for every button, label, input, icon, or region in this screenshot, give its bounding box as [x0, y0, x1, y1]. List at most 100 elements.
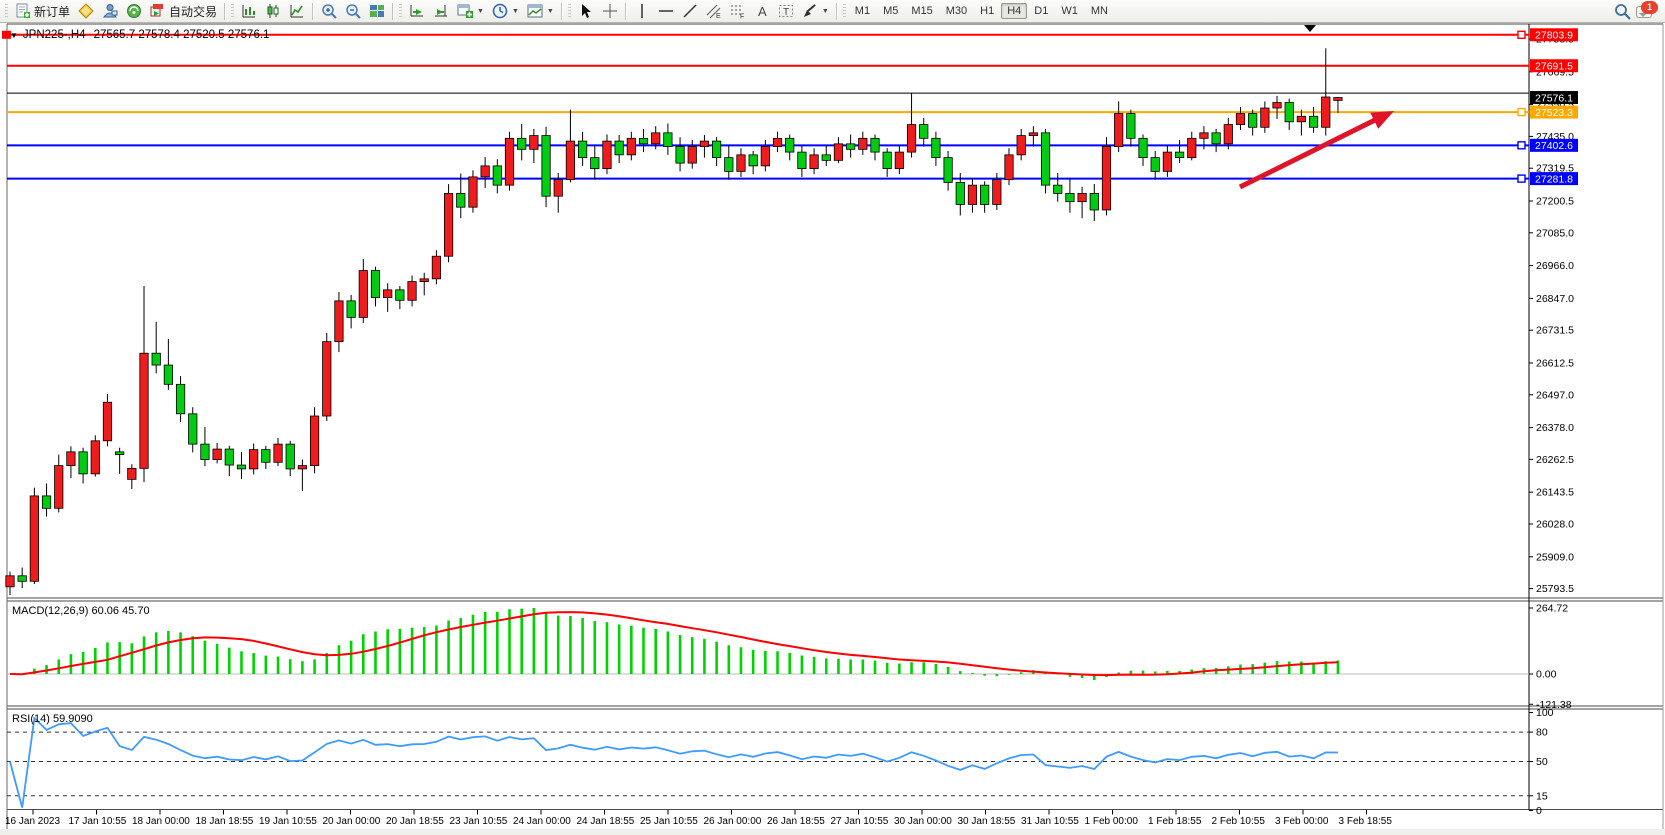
time-axis-label: 17 Jan 10:55 [69, 816, 127, 827]
time-axis-label: 25 Jan 10:55 [640, 816, 698, 827]
price-tick-label: 26731.5 [1536, 325, 1574, 337]
price-tick-label: 25793.5 [1536, 583, 1574, 595]
toolbar-grip [567, 3, 571, 19]
svg-text:100: 100 [1536, 707, 1554, 719]
signal-globe-icon [126, 3, 142, 19]
toolbar-separator [835, 2, 838, 20]
time-axis-label: 1 Feb 18:55 [1148, 816, 1202, 827]
cursor-tool-button[interactable] [574, 1, 598, 21]
svg-text:27281.8: 27281.8 [1535, 173, 1573, 185]
gold-diamond-icon [78, 3, 94, 19]
text-label-icon: T [778, 3, 794, 19]
time-axis-label: 27 Jan 10:55 [831, 816, 889, 827]
svg-text:0: 0 [1536, 805, 1542, 817]
svg-text:27803.9: 27803.9 [1535, 30, 1573, 42]
new-chart-button[interactable]: ▼ [453, 1, 488, 21]
price-tick-label: 27319.5 [1536, 163, 1574, 175]
price-tick-label: 25909.0 [1536, 551, 1574, 563]
line-chart-mode-button[interactable] [285, 1, 309, 21]
time-axis-label: 24 Jan 00:00 [513, 816, 571, 827]
svg-text:27402.6: 27402.6 [1535, 140, 1573, 152]
toolbar-separator [560, 2, 563, 20]
svg-text:-121.38: -121.38 [1536, 699, 1572, 711]
fibonacci-tool-button[interactable]: F [726, 1, 750, 21]
time-axis-label: 2 Feb 10:55 [1212, 816, 1266, 827]
indicators-button[interactable]: ▼ [523, 1, 558, 21]
macd-label: MACD(12,26,9) 60.06 45.70 [12, 605, 150, 617]
tile-windows-button[interactable] [365, 1, 389, 21]
zoom-out-button[interactable] [341, 1, 365, 21]
new-order-label: 新订单 [34, 4, 71, 19]
trendline-icon [682, 3, 698, 19]
trading-accounts-button[interactable] [98, 1, 122, 21]
period-button[interactable]: ▼ [488, 1, 523, 21]
timeframe-w1-button[interactable]: W1 [1061, 5, 1078, 17]
toolbar-separator [312, 2, 315, 20]
crosshair-icon [602, 3, 618, 19]
candlestick-mode-button[interactable] [261, 1, 285, 21]
new-order-button[interactable]: 新订单 [11, 1, 74, 21]
toolbar: 新订单 自动交易 [0, 0, 1665, 23]
toolbar-grip [399, 3, 403, 19]
timeframe-m30-button[interactable]: M30 [945, 5, 968, 17]
notifications-button[interactable]: 1 [1636, 1, 1658, 19]
channel-tool-button[interactable]: E [702, 1, 726, 21]
price-tick-label: 26497.0 [1536, 389, 1574, 401]
rsi-panel: 100 80 50 15 0 [7, 707, 1554, 817]
time-axis-label: 18 Jan 18:55 [196, 816, 254, 827]
svg-text:0.00: 0.00 [1536, 669, 1557, 681]
timeframe-h4-button[interactable]: H4 [1001, 3, 1028, 19]
time-axis-label: 30 Jan 00:00 [894, 816, 952, 827]
zoom-in-button[interactable] [317, 1, 341, 21]
price-tick-label: 27085.0 [1536, 227, 1574, 239]
search-icon[interactable] [1614, 3, 1631, 20]
crosshair-tool-button[interactable] [598, 1, 622, 21]
dropdown-arrow-icon: ▼ [821, 7, 829, 15]
timeframe-h1-button[interactable]: H1 [980, 5, 995, 17]
fibonacci-icon: F [730, 3, 746, 21]
zoom-out-icon [345, 3, 361, 19]
signal-button[interactable] [122, 1, 146, 21]
timeframe-m1-button[interactable]: M1 [854, 5, 871, 17]
dropdown-arrow-icon: ▼ [477, 7, 484, 15]
market-depth-button[interactable] [74, 1, 98, 21]
vertical-line-tool-button[interactable] [630, 1, 654, 21]
timeframe-m5-button[interactable]: M5 [883, 5, 899, 17]
price-tick-label: 26262.5 [1536, 454, 1574, 466]
auto-scroll-button[interactable] [405, 1, 429, 21]
svg-text:80: 80 [1536, 727, 1548, 739]
price-tick-label: 26966.0 [1536, 260, 1574, 272]
chart-shift-icon [433, 3, 449, 19]
toolbar-separator [624, 2, 627, 20]
price-tick-label: 26028.0 [1536, 519, 1574, 531]
timeframe-d1-button[interactable]: D1 [1034, 5, 1049, 17]
level-lines-layer [2, 30, 1529, 183]
label-tool-button[interactable]: T [774, 1, 798, 21]
timeframe-mn-button[interactable]: MN [1090, 5, 1108, 17]
dropdown-arrow-icon: ▼ [511, 7, 519, 15]
svg-text:27576.1: 27576.1 [1535, 92, 1573, 104]
horizontal-line-tool-button[interactable] [654, 1, 678, 21]
svg-text:15: 15 [1536, 790, 1548, 802]
auto-trading-button[interactable]: 自动交易 [146, 1, 221, 21]
timeframe-m15-button[interactable]: M15 [911, 5, 933, 17]
time-axis-label: 1 Feb 00:00 [1085, 816, 1139, 827]
trendline-tool-button[interactable] [678, 1, 702, 21]
chart-shift-button[interactable] [429, 1, 453, 21]
macd-panel: 264.72 0.00 -121.38 [7, 603, 1572, 711]
indicators-icon [527, 3, 543, 19]
auto-trading-icon [150, 3, 166, 19]
svg-text:E: E [716, 13, 721, 19]
auto-trading-label: 自动交易 [169, 4, 218, 19]
toolbar-separator [224, 2, 227, 20]
candlestick-icon [265, 3, 281, 19]
time-axis-label: 23 Jan 10:55 [450, 816, 508, 827]
time-axis-label: 31 Jan 10:55 [1021, 816, 1079, 827]
arrows-tool-button[interactable]: ▼ [798, 1, 833, 21]
new-order-icon [15, 3, 31, 19]
line-chart-icon [289, 3, 305, 19]
bar-chart-mode-button[interactable] [237, 1, 261, 21]
text-tool-button[interactable]: A [750, 1, 774, 21]
tile-windows-icon [369, 3, 385, 19]
